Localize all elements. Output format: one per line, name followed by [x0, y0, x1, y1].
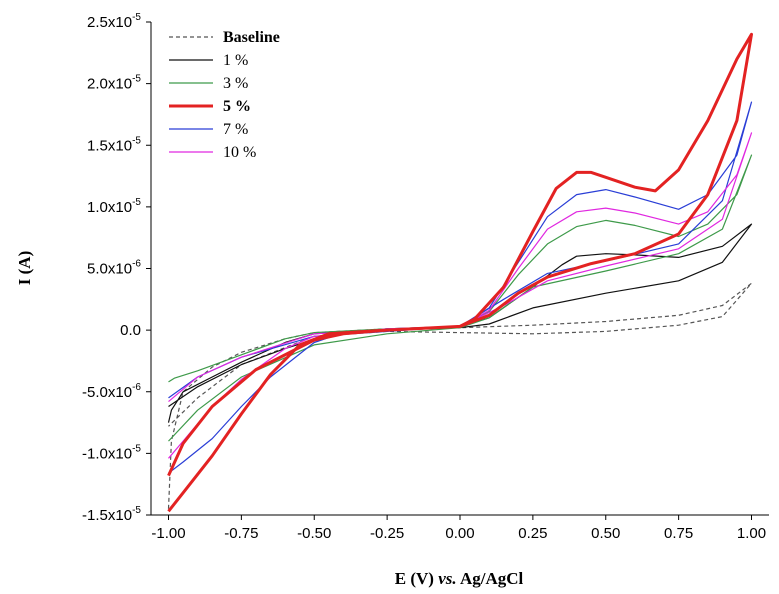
plot-frame [150, 22, 769, 516]
x-axis-title-main: E (V) [395, 569, 434, 588]
legend-label: 10 % [223, 144, 256, 161]
y-ticks: -1.5x10-5-1.0x10-5-5.0x10-60.05.0x10-61.… [82, 12, 151, 524]
legend-label: Baseline [223, 29, 280, 46]
y-tick-exponent: -5 [132, 197, 141, 208]
y-tick-mantissa: -1.5x10 [82, 507, 132, 524]
y-tick-label: -1.0x10-5 [82, 443, 141, 462]
legend-label: 3 % [223, 75, 248, 92]
x-tick-label: -0.25 [370, 525, 404, 542]
y-tick-exponent: -5 [132, 443, 141, 454]
y-tick-label: -1.5x10-5 [82, 505, 141, 524]
series-layer [167, 32, 753, 513]
y-tick-mantissa: -1.0x10 [82, 445, 132, 462]
y-tick-label: 1.5x10-5 [87, 135, 141, 154]
x-tick-label: 0.75 [664, 525, 693, 542]
x-axis-title: E (V) vs. Ag/AgCl [395, 569, 524, 588]
y-tick-mantissa: 5.0x10 [87, 261, 132, 278]
legend-label: 5 % [223, 98, 251, 115]
y-tick-exponent: -5 [132, 12, 141, 23]
y-tick-label: 2.5x10-5 [87, 12, 141, 31]
series-line [167, 32, 753, 513]
y-tick-label: 0.0 [120, 322, 141, 339]
y-tick-mantissa: 2.0x10 [87, 76, 132, 93]
legend: Baseline 1 % 3 % 5 % 7 % 10 % [169, 29, 280, 161]
legend-label: 7 % [223, 121, 248, 138]
legend-label: 1 % [223, 52, 248, 69]
y-tick-label: -5.0x10-6 [82, 382, 141, 401]
y-tick-label: 5.0x10-6 [87, 259, 141, 278]
x-tick-label: -0.50 [297, 525, 331, 542]
y-tick-mantissa: -5.0x10 [82, 384, 132, 401]
y-tick-exponent: -6 [132, 259, 141, 270]
y-tick-label: 1.0x10-5 [87, 197, 141, 216]
x-ticks: -1.00 -0.75 -0.50 -0.25 0.00 0.25 0.50 0.75 1.00 [151, 515, 766, 542]
y-tick-mantissa: 1.0x10 [87, 199, 132, 216]
y-tick-exponent: -6 [132, 382, 141, 393]
x-tick-label: -0.75 [224, 525, 258, 542]
x-axis-title-vs: vs. [438, 569, 456, 588]
y-tick-exponent: -5 [132, 505, 141, 516]
x-tick-label: 0.00 [445, 525, 474, 542]
x-axis-title-ref: Ag/AgCl [460, 569, 524, 588]
y-tick-mantissa: 1.5x10 [87, 137, 132, 154]
y-tick-mantissa: 2.5x10 [87, 14, 132, 31]
x-tick-label: 0.50 [591, 525, 620, 542]
y-tick-label: 2.0x10-5 [87, 74, 141, 93]
x-tick-label: 1.00 [737, 525, 766, 542]
x-tick-label: -1.00 [151, 525, 185, 542]
y-tick-mantissa: 0.0 [120, 322, 141, 339]
y-axis-title: I (A) [15, 251, 34, 285]
y-tick-exponent: -5 [132, 135, 141, 146]
x-tick-label: 0.25 [518, 525, 547, 542]
series-line [168, 154, 753, 442]
series-line [167, 282, 753, 509]
y-tick-exponent: -5 [132, 74, 141, 85]
